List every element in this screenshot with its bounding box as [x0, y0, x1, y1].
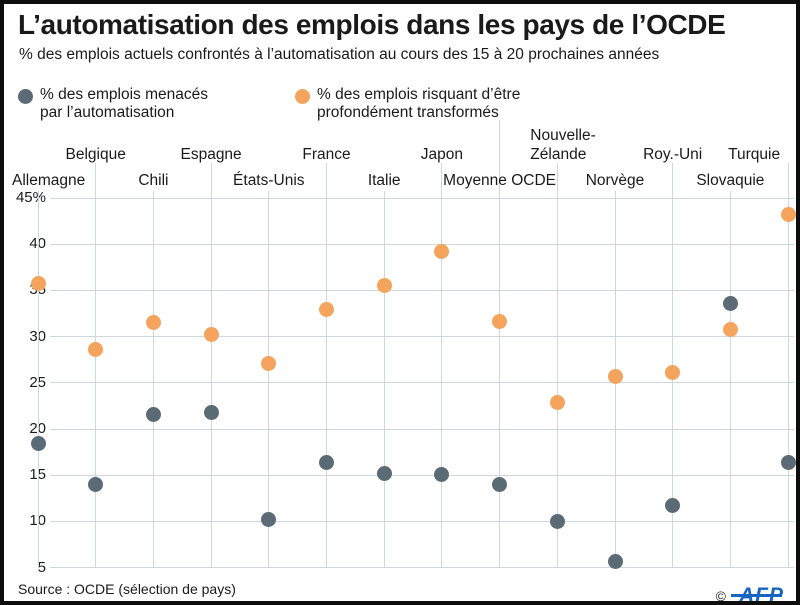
data-point-menaces — [145, 406, 161, 422]
gray-dot-icon — [18, 89, 33, 104]
data-point-transformes — [261, 355, 277, 371]
credit: © AFP — [715, 584, 784, 605]
afp-logo-text: AFP — [739, 584, 784, 605]
y-axis-tick-label: 45% — [15, 189, 46, 206]
gridline-horizontal — [50, 336, 794, 338]
data-point-transformes — [549, 394, 565, 410]
y-axis-tick-label: 15 — [4, 466, 46, 484]
data-point-transformes — [722, 321, 738, 337]
gridline-horizontal — [50, 474, 794, 476]
gridline-vertical — [268, 191, 270, 568]
copyright-icon: © — [715, 588, 726, 604]
data-point-transformes — [376, 278, 392, 294]
gridline-horizontal — [50, 197, 794, 199]
category-label: États-Unis — [233, 172, 305, 189]
gridline-horizontal — [50, 243, 794, 245]
category-label: Slovaquie — [696, 172, 765, 189]
category-label: Moyenne OCDE — [443, 172, 557, 189]
category-label: Chili — [138, 172, 169, 189]
y-axis-tick-label: 25 — [4, 374, 46, 392]
gridline-vertical — [326, 163, 327, 568]
gridline-vertical — [729, 191, 731, 568]
category-label: Nouvelle- Zélande — [530, 127, 596, 163]
legend-item-menaces: % des emplois menacés par l’automatisati… — [18, 86, 208, 121]
gridline-horizontal — [50, 520, 794, 522]
source-note: Source : OCDE (sélection de pays) — [18, 581, 236, 597]
category-label: France — [302, 146, 351, 163]
legend-label: % des emplois risquant d’être profondéme… — [317, 86, 521, 121]
data-point-transformes — [780, 207, 796, 223]
gridline-vertical — [441, 163, 443, 568]
gridline-vertical — [499, 120, 501, 568]
chart-area: 45%403530252015105AllemagneBelgiqueChili… — [4, 4, 796, 601]
gridline-vertical — [787, 163, 789, 568]
data-point-menaces — [203, 404, 219, 420]
gridline-vertical — [383, 191, 385, 568]
gridline-horizontal — [50, 382, 794, 384]
gridline-vertical — [556, 163, 558, 568]
chart-subtitle: % des emplois actuels confrontés à l’aut… — [19, 46, 660, 63]
legend-label: % des emplois menacés par l’automatisati… — [40, 86, 208, 121]
data-point-menaces — [549, 513, 565, 529]
y-axis-tick-label: 5 — [37, 558, 46, 576]
y-axis-tick-label: 40 — [4, 235, 46, 253]
orange-dot-icon — [295, 89, 310, 104]
data-point-transformes — [434, 244, 450, 260]
data-point-transformes — [492, 314, 508, 330]
gridline-vertical — [152, 191, 154, 568]
data-point-transformes — [203, 327, 219, 343]
data-point-menaces — [319, 454, 334, 470]
legend-item-transformes: % des emplois risquant d’être profondéme… — [295, 86, 520, 121]
data-point-menaces — [434, 466, 450, 482]
data-point-transformes — [319, 302, 334, 318]
category-label: Japon — [420, 146, 463, 163]
y-axis-tick-label: 10 — [4, 512, 46, 530]
gridline-vertical — [95, 163, 97, 568]
gridline-vertical — [37, 191, 39, 568]
data-point-menaces — [665, 498, 681, 514]
category-label: Roy.-Uni — [643, 146, 703, 163]
gridline-vertical — [210, 163, 212, 568]
data-point-transformes — [145, 315, 161, 331]
data-point-menaces — [376, 465, 392, 481]
category-label: Turquie — [728, 146, 781, 163]
data-point-menaces — [780, 454, 796, 470]
data-point-transformes — [88, 342, 104, 358]
category-label: Espagne — [180, 146, 242, 163]
afp-logo: AFP — [731, 584, 784, 605]
gridline-horizontal — [50, 428, 794, 430]
category-label: Belgique — [65, 146, 126, 163]
category-label: Allemagne — [12, 172, 86, 189]
afp-logo-bar-icon — [731, 594, 782, 597]
data-point-menaces — [30, 436, 46, 452]
page-title: L’automatisation des emplois dans les pa… — [18, 9, 726, 40]
data-point-menaces — [261, 512, 277, 528]
y-axis-tick-label: 30 — [4, 328, 46, 346]
data-point-transformes — [665, 365, 681, 381]
gridline-horizontal — [50, 567, 794, 569]
data-point-transformes — [30, 275, 46, 291]
category-label: Italie — [367, 172, 401, 189]
data-point-menaces — [722, 295, 738, 311]
gridline-horizontal — [50, 289, 794, 291]
data-point-menaces — [88, 476, 104, 492]
category-label: Norvège — [585, 172, 645, 189]
data-point-menaces — [492, 476, 508, 492]
data-point-menaces — [607, 553, 623, 569]
data-point-transformes — [607, 368, 623, 384]
